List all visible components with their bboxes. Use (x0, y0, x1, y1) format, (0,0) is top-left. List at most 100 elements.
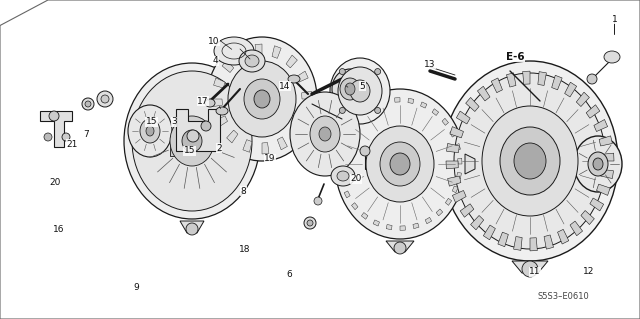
Bar (170, 136, 200, 156)
Polygon shape (400, 226, 405, 230)
Polygon shape (340, 178, 345, 184)
Ellipse shape (337, 171, 349, 181)
Polygon shape (436, 209, 443, 216)
Polygon shape (425, 217, 431, 224)
Text: 15: 15 (146, 117, 157, 126)
Polygon shape (590, 198, 604, 211)
Text: S5S3–E0610: S5S3–E0610 (538, 292, 589, 301)
Polygon shape (512, 261, 548, 273)
Ellipse shape (132, 71, 252, 211)
Ellipse shape (207, 37, 317, 161)
Polygon shape (523, 71, 530, 84)
Polygon shape (450, 130, 456, 137)
Polygon shape (581, 211, 595, 225)
Polygon shape (445, 198, 452, 205)
Polygon shape (299, 110, 310, 120)
Text: 2: 2 (216, 144, 221, 153)
Polygon shape (452, 190, 466, 203)
Polygon shape (447, 176, 461, 186)
Text: 4: 4 (213, 56, 218, 65)
Polygon shape (538, 72, 547, 85)
Polygon shape (351, 203, 358, 210)
Ellipse shape (304, 217, 316, 229)
Ellipse shape (124, 63, 260, 219)
Polygon shape (420, 102, 427, 108)
Polygon shape (452, 186, 458, 193)
Polygon shape (570, 221, 582, 236)
Ellipse shape (290, 92, 360, 176)
Text: 1: 1 (612, 15, 617, 24)
Polygon shape (216, 116, 228, 127)
Polygon shape (564, 82, 577, 97)
Ellipse shape (390, 153, 410, 175)
Ellipse shape (101, 95, 109, 103)
Ellipse shape (62, 133, 70, 141)
Ellipse shape (288, 75, 300, 83)
Ellipse shape (201, 121, 211, 131)
Polygon shape (458, 158, 462, 164)
Ellipse shape (228, 61, 296, 137)
Polygon shape (456, 111, 470, 124)
Ellipse shape (244, 79, 280, 119)
Ellipse shape (374, 108, 381, 114)
Polygon shape (386, 225, 392, 230)
Polygon shape (557, 229, 569, 244)
Text: 6: 6 (287, 271, 292, 279)
Ellipse shape (310, 116, 340, 152)
Ellipse shape (500, 127, 560, 195)
Text: 12: 12 (583, 267, 595, 276)
Ellipse shape (97, 91, 113, 107)
Polygon shape (214, 78, 225, 88)
Ellipse shape (331, 166, 355, 186)
Ellipse shape (345, 83, 355, 95)
Ellipse shape (587, 74, 597, 84)
Ellipse shape (360, 146, 370, 156)
Ellipse shape (442, 61, 618, 261)
Polygon shape (466, 97, 479, 111)
Ellipse shape (319, 127, 331, 141)
Polygon shape (599, 136, 612, 146)
Ellipse shape (335, 89, 465, 239)
Ellipse shape (254, 90, 270, 108)
Text: 20: 20 (49, 178, 61, 187)
Polygon shape (348, 122, 355, 130)
Polygon shape (381, 99, 387, 105)
Polygon shape (498, 232, 508, 247)
Ellipse shape (146, 126, 154, 136)
Ellipse shape (214, 37, 254, 65)
Text: 15: 15 (184, 146, 195, 155)
Text: 14: 14 (279, 82, 291, 91)
Polygon shape (369, 104, 375, 111)
Ellipse shape (82, 98, 94, 110)
Polygon shape (243, 140, 252, 152)
Bar (182, 118, 200, 136)
Polygon shape (296, 71, 308, 82)
Polygon shape (176, 109, 220, 151)
Ellipse shape (314, 197, 322, 205)
Text: 11: 11 (529, 267, 541, 276)
Polygon shape (596, 184, 610, 196)
Ellipse shape (140, 119, 160, 143)
Ellipse shape (186, 223, 198, 235)
Polygon shape (277, 137, 287, 150)
Ellipse shape (245, 55, 259, 67)
Polygon shape (442, 118, 449, 125)
Ellipse shape (454, 73, 606, 249)
Text: 16: 16 (53, 225, 65, 234)
Polygon shape (386, 241, 414, 252)
Ellipse shape (574, 136, 622, 192)
Polygon shape (286, 55, 298, 68)
Ellipse shape (339, 108, 346, 114)
Polygon shape (455, 144, 460, 150)
Text: 7: 7 (83, 130, 88, 139)
Polygon shape (373, 220, 380, 226)
Text: 5: 5 (360, 82, 365, 91)
Text: 17: 17 (197, 97, 209, 106)
Polygon shape (222, 60, 234, 72)
Polygon shape (395, 98, 400, 102)
Ellipse shape (339, 69, 346, 75)
Polygon shape (552, 75, 562, 90)
Polygon shape (447, 144, 460, 152)
Polygon shape (272, 46, 281, 58)
Polygon shape (477, 86, 490, 101)
